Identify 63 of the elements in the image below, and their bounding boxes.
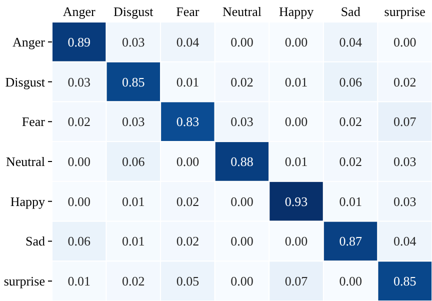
data-label: 0.93: [284, 194, 308, 209]
data-label: 0.00: [68, 194, 91, 209]
data-label: 0.89: [68, 34, 91, 50]
data-label: 0.07: [284, 274, 308, 289]
data-label: 0.00: [284, 34, 308, 50]
y-tick-label: Disgust: [5, 74, 46, 90]
data-label: 0.00: [284, 234, 308, 249]
data-label: 0.01: [122, 194, 145, 209]
x-tick-label: Anger: [62, 4, 96, 19]
data-label: 0.01: [284, 74, 308, 90]
data-label: 0.00: [176, 154, 200, 169]
data-label: 0.83: [176, 114, 200, 130]
data-label: 0.03: [393, 194, 416, 209]
data-label: 0.04: [393, 234, 417, 249]
data-label: 0.07: [393, 114, 417, 130]
x-tick-label: Disgust: [114, 4, 154, 19]
data-label: 0.01: [68, 274, 91, 289]
data-label: 0.00: [230, 234, 254, 249]
y-tick-label: surprise: [4, 274, 46, 289]
y-tick-label: Fear: [22, 114, 46, 130]
data-label: 0.03: [122, 34, 145, 50]
data-label: 0.02: [339, 114, 362, 130]
data-label: 0.00: [284, 114, 308, 130]
x-tick-label: Sad: [340, 4, 361, 19]
y-tick-label: Neutral: [6, 154, 46, 169]
x-tick-label: surprise: [384, 4, 426, 19]
y-tick-label: Anger: [12, 34, 46, 50]
x-tick-label: Happy: [278, 4, 314, 19]
x-tick-label: Fear: [176, 4, 200, 19]
data-label: 0.00: [393, 34, 416, 50]
y-tick-label: Happy: [10, 194, 46, 209]
y-tick-label: Sad: [26, 234, 46, 249]
data-label: 0.03: [393, 154, 416, 169]
data-label: 0.05: [176, 274, 200, 289]
data-label: 0.02: [230, 74, 254, 90]
data-label: 0.02: [68, 114, 91, 130]
data-label: 0.00: [339, 274, 362, 289]
data-label: 0.85: [393, 274, 416, 289]
x-tick-label: Neutral: [222, 4, 262, 19]
data-label: 0.02: [176, 234, 200, 249]
data-label: 0.01: [176, 74, 200, 90]
data-label: 0.02: [176, 194, 200, 209]
data-label: 0.04: [339, 34, 362, 50]
data-label: 0.06: [122, 154, 146, 169]
data-label: 0.00: [230, 194, 254, 209]
data-label: 0.88: [230, 154, 254, 169]
data-label: 0.01: [339, 194, 362, 209]
data-label: 0.02: [339, 154, 362, 169]
data-label: 0.02: [393, 74, 416, 90]
data-label: 0.03: [68, 74, 91, 90]
data-label: 0.03: [122, 114, 145, 130]
data-label: 0.03: [230, 114, 254, 130]
data-label: 0.00: [230, 34, 254, 50]
data-label: 0.01: [284, 154, 308, 169]
data-label: 0.01: [122, 234, 145, 249]
data-label: 0.02: [122, 274, 145, 289]
data-label: 0.00: [230, 274, 254, 289]
data-label: 0.04: [176, 34, 200, 50]
data-label: 0.85: [122, 74, 145, 90]
data-label: 0.00: [68, 154, 91, 169]
data-label: 0.87: [339, 234, 362, 249]
data-label: 0.06: [68, 234, 92, 249]
data-label: 0.06: [339, 74, 362, 90]
